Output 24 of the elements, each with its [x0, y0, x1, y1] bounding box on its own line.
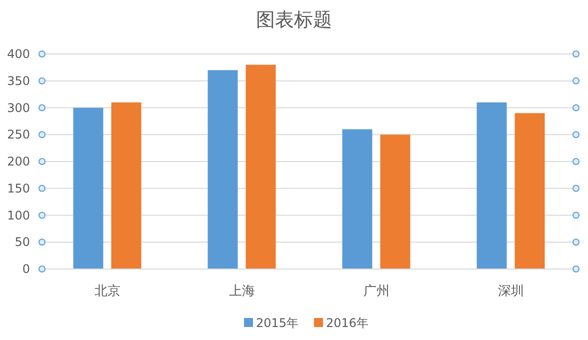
bar [476, 102, 507, 269]
bar [380, 134, 410, 269]
y-tick-label: 250 [7, 128, 30, 142]
y-tick-label: 0 [22, 262, 30, 276]
y-tick-label: 300 [7, 100, 30, 115]
y-tick-label: 400 [7, 47, 30, 61]
x-tick-label: 深圳 [498, 284, 524, 299]
bar [246, 64, 276, 269]
y-tick-label: 200 [7, 154, 30, 168]
x-tick-label: 上海 [228, 284, 255, 299]
bar [342, 129, 372, 269]
y-tick-label: 50 [14, 235, 30, 250]
x-tick-label: 北京 [94, 284, 120, 299]
y-tick-label: 100 [7, 208, 30, 222]
x-tick-label: 广州 [363, 284, 390, 299]
y-tick-label: 350 [7, 74, 30, 88]
bar [208, 70, 238, 269]
bar [514, 113, 545, 269]
y-tick-label: 150 [7, 181, 30, 196]
chart-title: 图表标题 [256, 9, 332, 31]
bar [111, 102, 142, 269]
legend-label: 2015年 [256, 316, 299, 330]
bar [73, 108, 104, 269]
legend-label: 2016年 [326, 316, 369, 330]
